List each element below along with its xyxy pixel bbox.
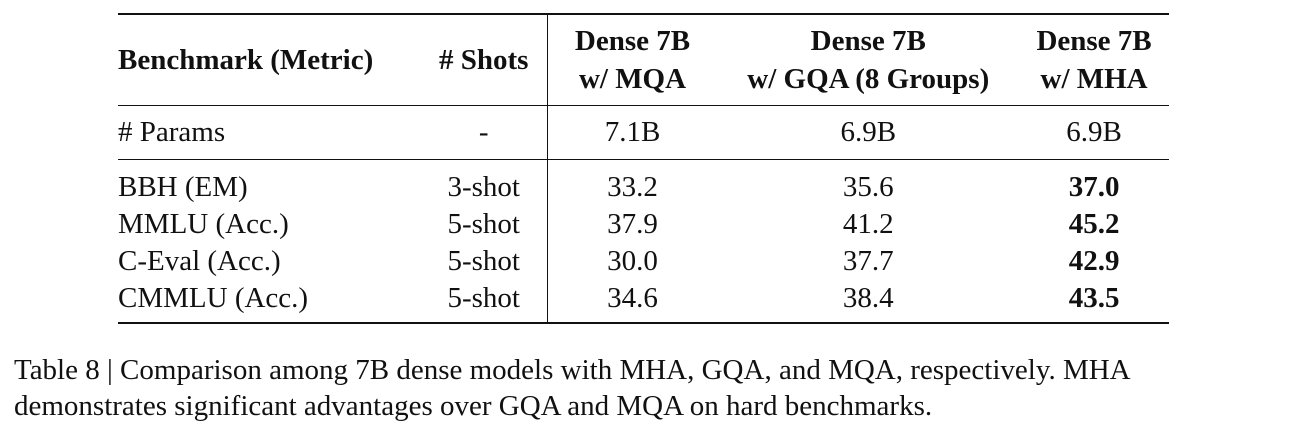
header-gqa-line1: Dense 7B xyxy=(810,25,926,57)
comparison-table: Benchmark (Metric) # Shots Dense 7B w/ M… xyxy=(118,13,1169,324)
row-gqa-score: 41.2 xyxy=(842,208,894,240)
row-mha-score: 42.9 xyxy=(1068,245,1120,277)
row-shots: 5-shot xyxy=(420,243,548,280)
header-gqa: Dense 7B w/ GQA (8 Groups) xyxy=(717,14,1019,106)
row-mqa-score: 30.0 xyxy=(607,245,658,277)
table-row: C-Eval (Acc.) 5-shot 30.0 37.7 42.9 xyxy=(118,243,1169,280)
row-gqa-score: 37.7 xyxy=(842,245,894,277)
table-header: Benchmark (Metric) # Shots Dense 7B w/ M… xyxy=(118,14,1169,106)
table-row: MMLU (Acc.) 5-shot 37.9 41.2 45.2 xyxy=(118,206,1169,243)
header-mha: Dense 7B w/ MHA xyxy=(1019,14,1169,106)
row-mqa-score: 33.2 xyxy=(607,171,658,203)
header-shots: # Shots xyxy=(420,14,548,106)
comparison-table-container: Benchmark (Metric) # Shots Dense 7B w/ M… xyxy=(118,13,1169,324)
row-mha-score: 45.2 xyxy=(1068,208,1120,240)
row-benchmark: MMLU (Acc.) xyxy=(118,208,289,240)
row-benchmark: BBH (EM) xyxy=(118,171,248,203)
params-body: # Params - 7.1B 6.9B 6.9B xyxy=(118,105,1169,160)
row-benchmark: CMMLU (Acc.) xyxy=(118,282,309,314)
params-row: # Params - 7.1B 6.9B 6.9B xyxy=(118,105,1169,160)
header-mqa-line1: Dense 7B xyxy=(574,25,691,57)
row-mha-score: 37.0 xyxy=(1068,171,1120,203)
header-gqa-line2: w/ GQA (8 Groups) xyxy=(747,63,990,95)
table-row: CMMLU (Acc.) 5-shot 34.6 38.4 43.5 xyxy=(118,280,1169,323)
row-mha-score: 43.5 xyxy=(1068,282,1120,314)
row-gqa-score: 35.6 xyxy=(842,171,894,203)
header-mqa: Dense 7B w/ MQA xyxy=(547,14,717,106)
row-shots: 5-shot xyxy=(420,206,548,243)
params-label: # Params xyxy=(118,116,226,148)
results-body: BBH (EM) 3-shot 33.2 35.6 37.0 MMLU (Acc… xyxy=(118,159,1169,323)
params-shots: - xyxy=(420,105,548,160)
row-shots: 3-shot xyxy=(420,159,548,206)
params-mha: 6.9B xyxy=(1066,116,1122,148)
row-shots: 5-shot xyxy=(420,280,548,323)
table-caption: Table 8 | Comparison among 7B dense mode… xyxy=(14,354,1130,422)
header-mqa-line2: w/ MQA xyxy=(578,63,687,95)
row-gqa-score: 38.4 xyxy=(842,282,894,314)
table-row: BBH (EM) 3-shot 33.2 35.6 37.0 xyxy=(118,159,1169,206)
row-mqa-score: 37.9 xyxy=(607,208,658,240)
row-mqa-score: 34.6 xyxy=(607,282,658,314)
row-benchmark: C-Eval (Acc.) xyxy=(118,245,281,277)
header-row: Benchmark (Metric) # Shots Dense 7B w/ M… xyxy=(118,14,1169,106)
header-benchmark: Benchmark (Metric) xyxy=(118,44,374,76)
header-mha-line1: Dense 7B xyxy=(1036,25,1152,57)
params-mqa: 7.1B xyxy=(604,116,661,148)
header-mha-line2: w/ MHA xyxy=(1040,63,1148,95)
params-gqa: 6.9B xyxy=(840,116,897,148)
